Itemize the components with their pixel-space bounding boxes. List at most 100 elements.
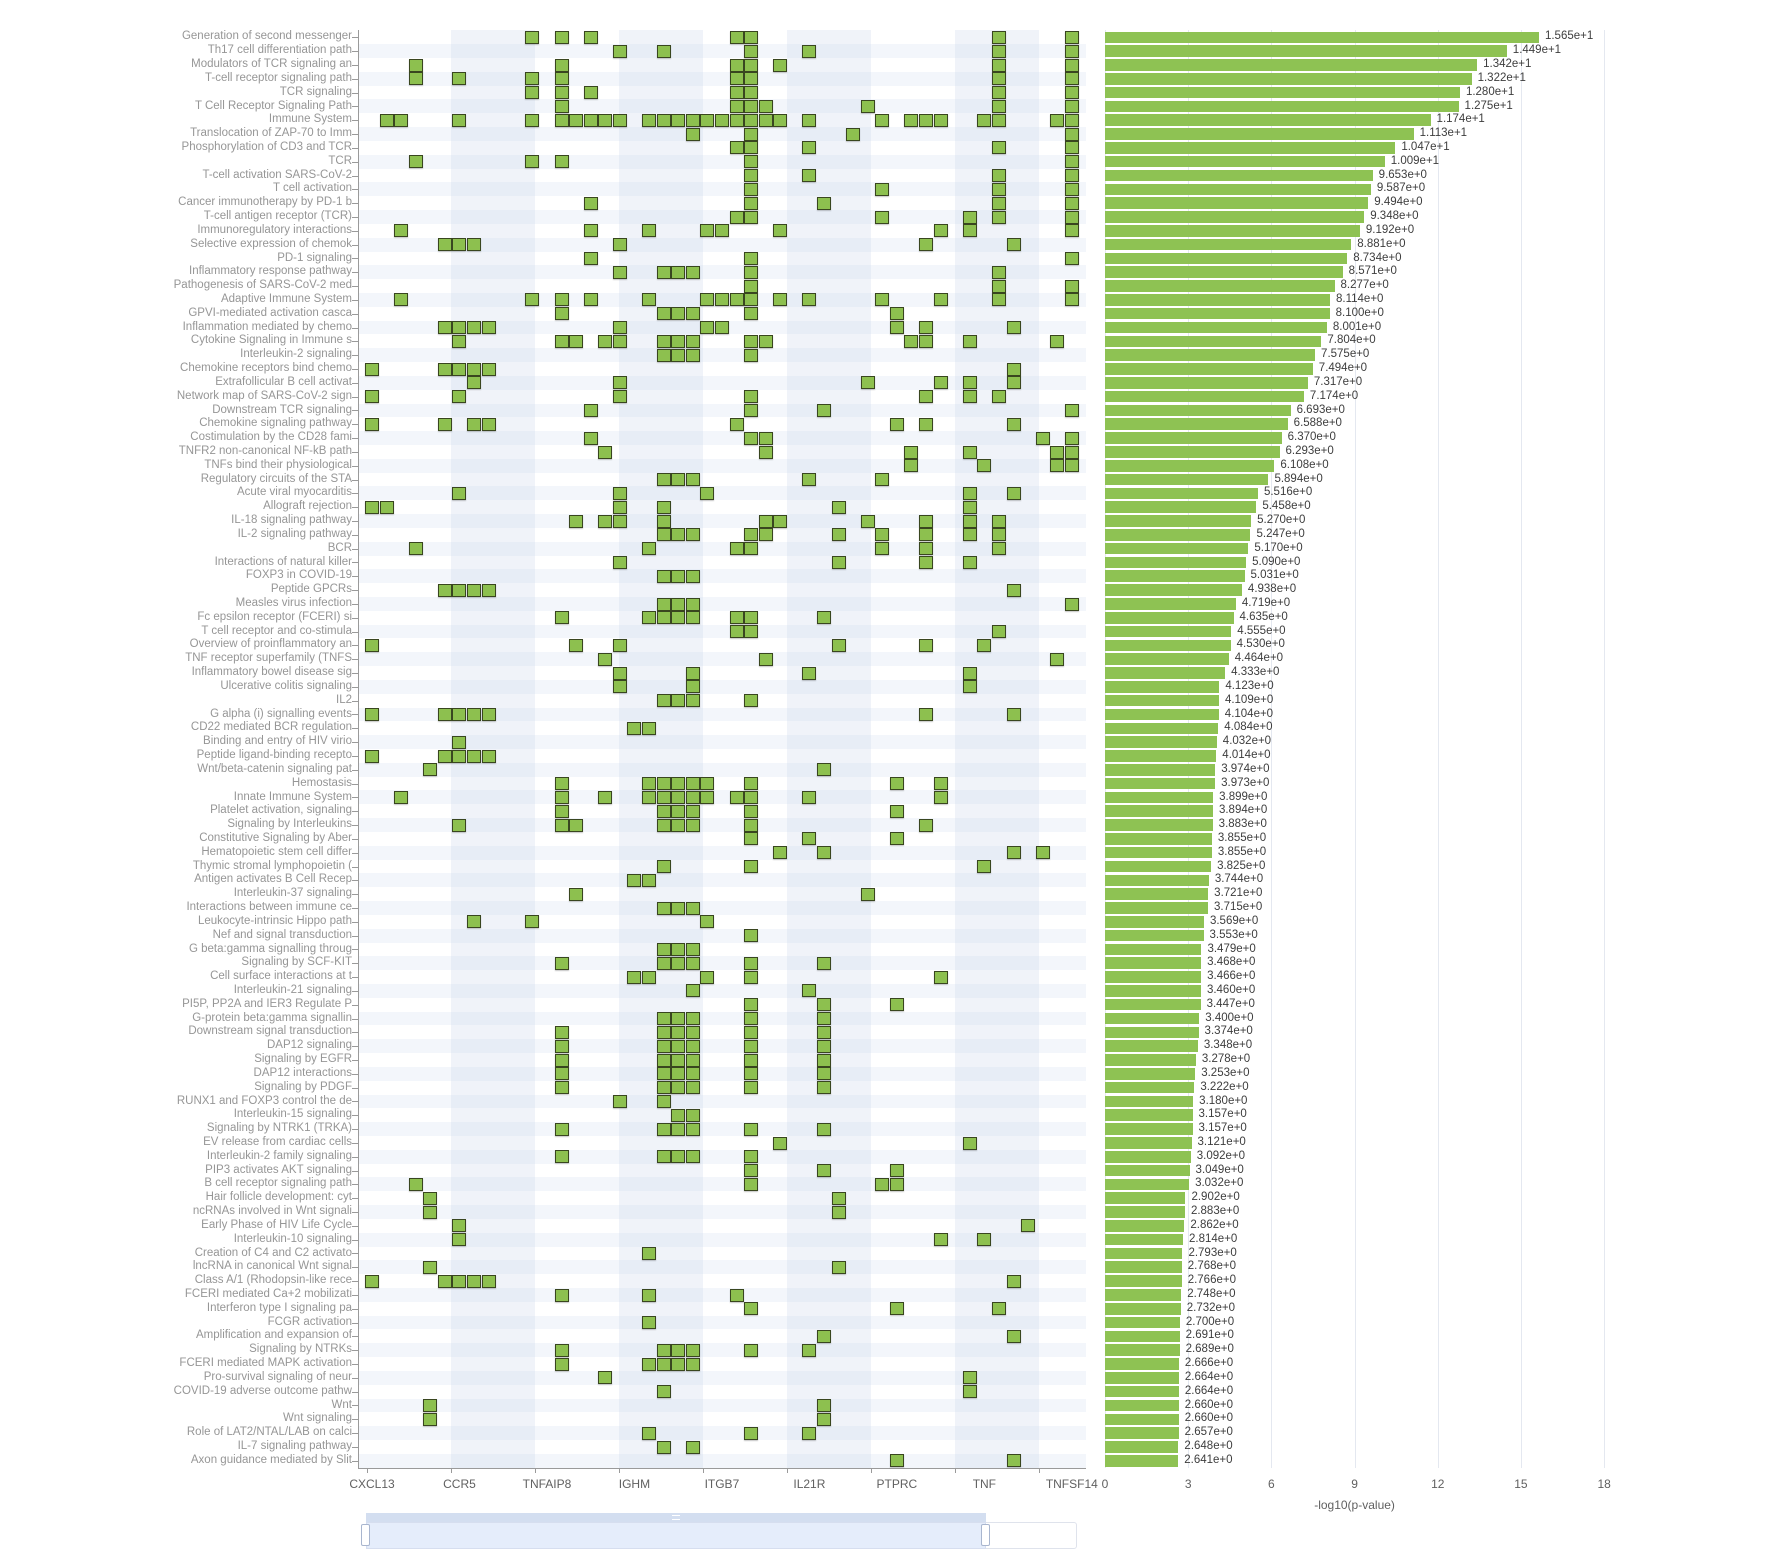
matrix-cell[interactable] <box>685 348 700 362</box>
matrix-cell[interactable] <box>671 473 686 487</box>
matrix-cell[interactable] <box>744 127 759 141</box>
matrix-cell[interactable] <box>583 293 598 307</box>
matrix-cell[interactable] <box>467 376 482 390</box>
matrix-cell[interactable] <box>773 846 788 860</box>
matrix-cell[interactable] <box>846 127 861 141</box>
matrix-cell[interactable] <box>860 100 875 113</box>
bar[interactable] <box>1105 611 1234 624</box>
matrix-cell[interactable] <box>612 113 627 127</box>
matrix-cell[interactable] <box>802 113 817 127</box>
matrix-cell[interactable] <box>452 390 467 404</box>
bar[interactable] <box>1105 1095 1194 1108</box>
bar[interactable] <box>1105 1068 1196 1080</box>
matrix-cell[interactable] <box>452 321 467 335</box>
matrix-cell[interactable] <box>729 611 744 625</box>
matrix-cell[interactable] <box>700 113 715 127</box>
matrix-cell[interactable] <box>554 1039 569 1053</box>
matrix-cell[interactable] <box>685 943 700 957</box>
matrix-cell[interactable] <box>452 334 467 348</box>
bar[interactable] <box>1105 570 1245 583</box>
matrix-cell[interactable] <box>656 791 671 804</box>
matrix-cell[interactable] <box>1006 238 1021 252</box>
matrix-cell[interactable] <box>525 30 540 44</box>
matrix-cell[interactable] <box>700 293 715 307</box>
matrix-cell[interactable] <box>685 666 700 680</box>
matrix-cell[interactable] <box>831 1260 846 1274</box>
matrix-cell[interactable] <box>612 334 627 348</box>
matrix-cell[interactable] <box>919 556 934 570</box>
matrix-cell[interactable] <box>962 666 977 680</box>
matrix-cell[interactable] <box>642 1247 657 1261</box>
matrix-cell[interactable] <box>816 1329 831 1343</box>
matrix-cell[interactable] <box>452 749 467 763</box>
matrix-cell[interactable] <box>962 390 977 404</box>
matrix-cell[interactable] <box>481 583 496 597</box>
matrix-cell[interactable] <box>729 30 744 44</box>
matrix-cell[interactable] <box>1006 1274 1021 1288</box>
bar[interactable] <box>1105 805 1213 817</box>
matrix-cell[interactable] <box>1035 846 1050 860</box>
matrix-cell[interactable] <box>642 1357 657 1371</box>
matrix-cell[interactable] <box>467 583 482 597</box>
matrix-cell[interactable] <box>656 1385 671 1399</box>
bar[interactable] <box>1105 625 1232 638</box>
matrix-cell[interactable] <box>685 611 700 625</box>
matrix-cell[interactable] <box>642 777 657 791</box>
matrix-cell[interactable] <box>452 486 467 500</box>
matrix-cell[interactable] <box>394 293 409 307</box>
matrix-cell[interactable] <box>656 1440 671 1454</box>
matrix-cell[interactable] <box>773 113 788 127</box>
matrix-cell[interactable] <box>744 307 759 321</box>
matrix-cell[interactable] <box>627 970 642 984</box>
matrix-cell[interactable] <box>656 901 671 915</box>
matrix-cell[interactable] <box>758 514 773 528</box>
matrix-cell[interactable] <box>525 72 540 86</box>
matrix-cell[interactable] <box>816 611 831 625</box>
bar[interactable] <box>1105 667 1226 679</box>
bar[interactable] <box>1105 1012 1200 1025</box>
matrix-cell[interactable] <box>991 528 1006 542</box>
bar[interactable] <box>1105 432 1282 444</box>
matrix-cell[interactable] <box>671 1357 686 1371</box>
matrix-cell[interactable] <box>685 1081 700 1095</box>
bar[interactable] <box>1105 957 1202 970</box>
matrix-cell[interactable] <box>1006 1329 1021 1343</box>
matrix-cell[interactable] <box>671 1081 686 1095</box>
matrix-cell[interactable] <box>685 597 700 611</box>
matrix-cell[interactable] <box>569 887 584 901</box>
matrix-cell[interactable] <box>1064 431 1079 445</box>
matrix-cell[interactable] <box>642 721 657 735</box>
matrix-cell[interactable] <box>554 307 569 321</box>
matrix-cell[interactable] <box>656 569 671 583</box>
matrix-cell[interactable] <box>816 1399 831 1413</box>
matrix-cell[interactable] <box>744 1039 759 1053</box>
bar[interactable] <box>1105 100 1459 113</box>
matrix-cell[interactable] <box>744 30 759 44</box>
matrix-cell[interactable] <box>744 348 759 362</box>
matrix-cell[interactable] <box>816 846 831 860</box>
matrix-cell[interactable] <box>991 30 1006 44</box>
matrix-cell[interactable] <box>962 556 977 570</box>
matrix-cell[interactable] <box>656 514 671 528</box>
matrix-cell[interactable] <box>744 611 759 625</box>
bar[interactable] <box>1105 1220 1185 1232</box>
matrix-cell[interactable] <box>423 1260 438 1274</box>
matrix-cell[interactable] <box>394 791 409 804</box>
matrix-cell[interactable] <box>802 1343 817 1357</box>
matrix-cell[interactable] <box>919 708 934 722</box>
matrix-cell[interactable] <box>598 514 613 528</box>
matrix-cell[interactable] <box>671 1025 686 1039</box>
bar[interactable] <box>1105 363 1313 375</box>
matrix-cell[interactable] <box>802 44 817 58</box>
matrix-cell[interactable] <box>744 279 759 293</box>
matrix-cell[interactable] <box>671 334 686 348</box>
matrix-cell[interactable] <box>671 1108 686 1122</box>
matrix-cell[interactable] <box>1064 141 1079 155</box>
matrix-cell[interactable] <box>671 818 686 832</box>
matrix-cell[interactable] <box>744 265 759 279</box>
matrix-cell[interactable] <box>452 362 467 376</box>
matrix-cell[interactable] <box>700 777 715 791</box>
matrix-cell[interactable] <box>685 901 700 915</box>
matrix-cell[interactable] <box>831 528 846 542</box>
matrix-cell[interactable] <box>729 100 744 113</box>
